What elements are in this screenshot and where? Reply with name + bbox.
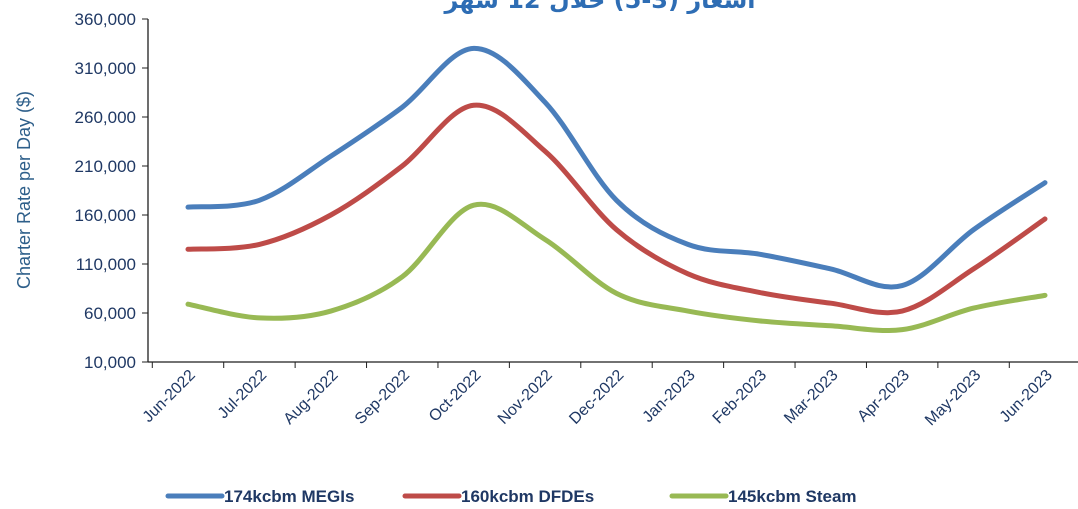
x-tick-label: Jan-2023 [640, 367, 699, 426]
y-tick-label: 160,000 [75, 206, 136, 225]
x-tick-label: Sep-2022 [352, 367, 413, 428]
x-tick-label: Aug-2022 [281, 367, 342, 428]
y-axis-label: Charter Rate per Day ($) [14, 91, 34, 289]
y-tick-label: 60,000 [84, 304, 136, 323]
series-line-1 [185, 45, 1048, 290]
series-line-3 [185, 201, 1048, 334]
y-tick-label: 110,000 [76, 255, 136, 274]
x-tick-label: Mar-2023 [781, 367, 842, 428]
series-line-2 [185, 102, 1048, 316]
axes [147, 19, 1078, 363]
y-axis: 10,000 60,000 110,000 160,000 210,000 260,000… [75, 10, 148, 372]
x-tick-label: Jul-2022 [215, 367, 270, 422]
x-axis: Jun-2022 Jul-2022 Aug-2022 Sep-2022 Oct-2022… [140, 362, 1056, 429]
y-tick-label: 360,000 [75, 10, 136, 29]
x-tick-label: Oct-2022 [426, 367, 485, 426]
chart-title: اسعار (3-5) خلال 12 شهر [443, 0, 755, 14]
x-tick-label: May-2023 [922, 367, 984, 429]
legend-label: 145kcbm Steam [728, 487, 857, 506]
y-tick-label: 10,000 [84, 353, 136, 372]
x-tick-label: Feb-2023 [710, 367, 771, 428]
x-tick-label: Jun-2022 [140, 367, 199, 426]
series-lines [185, 45, 1048, 334]
x-tick-label: Jun-2023 [997, 367, 1056, 426]
y-tick-label: 210,000 [75, 157, 136, 176]
y-tick-label: 260,000 [75, 108, 136, 127]
legend-label: 160kcbm DFDEs [461, 487, 594, 506]
y-tick-label: 310,000 [75, 59, 136, 78]
x-tick-label: Dec-2022 [566, 367, 627, 428]
x-tick-label: Nov-2022 [495, 367, 556, 428]
legend: 174kcbm MEGIs 160kcbm DFDEs 145kcbm Steam [165, 487, 857, 506]
x-tick-label: Apr-2023 [854, 367, 913, 426]
legend-label: 174kcbm MEGIs [224, 487, 354, 506]
